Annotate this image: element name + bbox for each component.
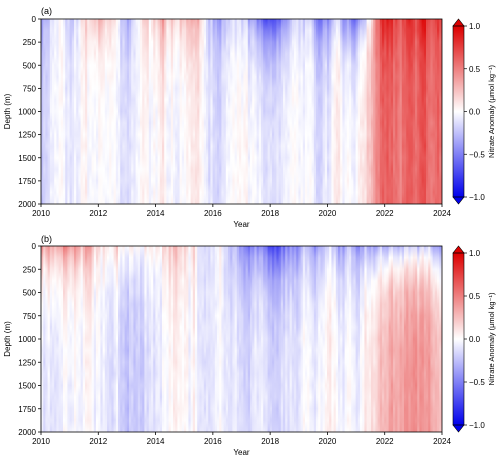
colorbar-label: Nitrate Anomaly (μmol kg⁻¹) — [487, 292, 496, 385]
y-tick-label: 2000 — [18, 200, 36, 209]
colorbar-tick-label: −0.5 — [469, 150, 485, 159]
y-tick-label: 1250 — [18, 358, 36, 367]
colorbar-extend-min — [452, 424, 465, 433]
panel-label: (b) — [41, 234, 52, 244]
x-tick-label: 2020 — [319, 209, 337, 218]
colorbar-extend-min — [452, 196, 465, 205]
colorbar-tick-label: −1.0 — [469, 193, 485, 202]
y-tick-label: 500 — [23, 289, 37, 298]
panel-label: (a) — [41, 6, 52, 16]
y-tick-label: 1750 — [18, 405, 36, 414]
x-tick-label: 2012 — [89, 209, 107, 218]
x-tick-label: 2022 — [376, 209, 394, 218]
y-tick-label: 0 — [32, 242, 37, 251]
x-axis-label: Year — [233, 220, 250, 229]
y-tick-label: 1500 — [18, 382, 36, 391]
colorbar-extend-max — [452, 245, 465, 254]
colorbar-tick-label: −1.0 — [469, 421, 485, 430]
x-tick-label: 2010 — [32, 209, 50, 218]
y-tick-label: 1000 — [18, 335, 36, 344]
chart-panel-b: 2010 2012 2014 2016 2018 2020 2022 2024 0 250 500 7… — [3, 234, 496, 457]
colorbar-tick-label: −0.5 — [469, 378, 485, 387]
colorbar: −1.0 −0.5 0.0 0.5 1.0 Nitrate Anomaly (μmol k… — [452, 245, 496, 433]
x-tick-label: 2012 — [89, 437, 107, 446]
y-tick-label: 500 — [23, 61, 37, 70]
x-tick-label: 2024 — [433, 437, 451, 446]
colorbar-tick-label: 1.0 — [469, 249, 481, 258]
colorbar: −1.0 −0.5 0.0 0.5 1.0 Nitrate Anomaly (μmol k… — [452, 18, 496, 205]
y-tick-label: 1750 — [18, 177, 36, 186]
y-tick-label: 2000 — [18, 428, 36, 437]
x-tick-label: 2018 — [261, 437, 279, 446]
x-tick-label: 2022 — [376, 437, 394, 446]
x-tick-label: 2010 — [32, 437, 50, 446]
y-axis-label: Depth (m) — [3, 93, 12, 129]
y-tick-label: 0 — [32, 15, 37, 24]
x-tick-label: 2018 — [261, 209, 279, 218]
colorbar-gradient — [453, 26, 464, 197]
y-tick-label: 1000 — [18, 108, 36, 117]
y-tick-label: 750 — [23, 312, 37, 321]
y-tick-label: 1250 — [18, 131, 36, 140]
colorbar-tick-label: 0.0 — [469, 108, 481, 117]
y-tick-label: 250 — [23, 38, 37, 47]
x-tick-label: 2016 — [204, 437, 222, 446]
colorbar-label: Nitrate Anomaly (μmol kg⁻¹) — [487, 65, 496, 158]
x-tick-label: 2014 — [147, 209, 165, 218]
colorbar-tick-label: 0.5 — [469, 65, 481, 74]
colorbar-tick-label: 1.0 — [469, 22, 481, 31]
y-tick-label: 250 — [23, 265, 37, 274]
colorbar-tick-label: 0.0 — [469, 335, 481, 344]
x-tick-label: 2014 — [147, 437, 165, 446]
chart-panel-a: 2010 2012 2014 2016 2018 2020 2022 2024 0 250 500 7… — [3, 6, 496, 229]
heatmap-field — [41, 246, 442, 432]
x-tick-label: 2016 — [204, 209, 222, 218]
y-tick-label: 1500 — [18, 154, 36, 163]
y-tick-label: 750 — [23, 84, 37, 93]
colorbar-extend-max — [452, 18, 465, 27]
colorbar-tick-label: 0.5 — [469, 292, 481, 301]
y-axis-label: Depth (m) — [3, 321, 12, 357]
x-tick-label: 2020 — [319, 437, 337, 446]
colorbar-gradient — [453, 253, 464, 425]
heatmap-field — [41, 19, 442, 204]
x-axis-label: Year — [233, 448, 250, 457]
x-tick-label: 2024 — [433, 209, 451, 218]
